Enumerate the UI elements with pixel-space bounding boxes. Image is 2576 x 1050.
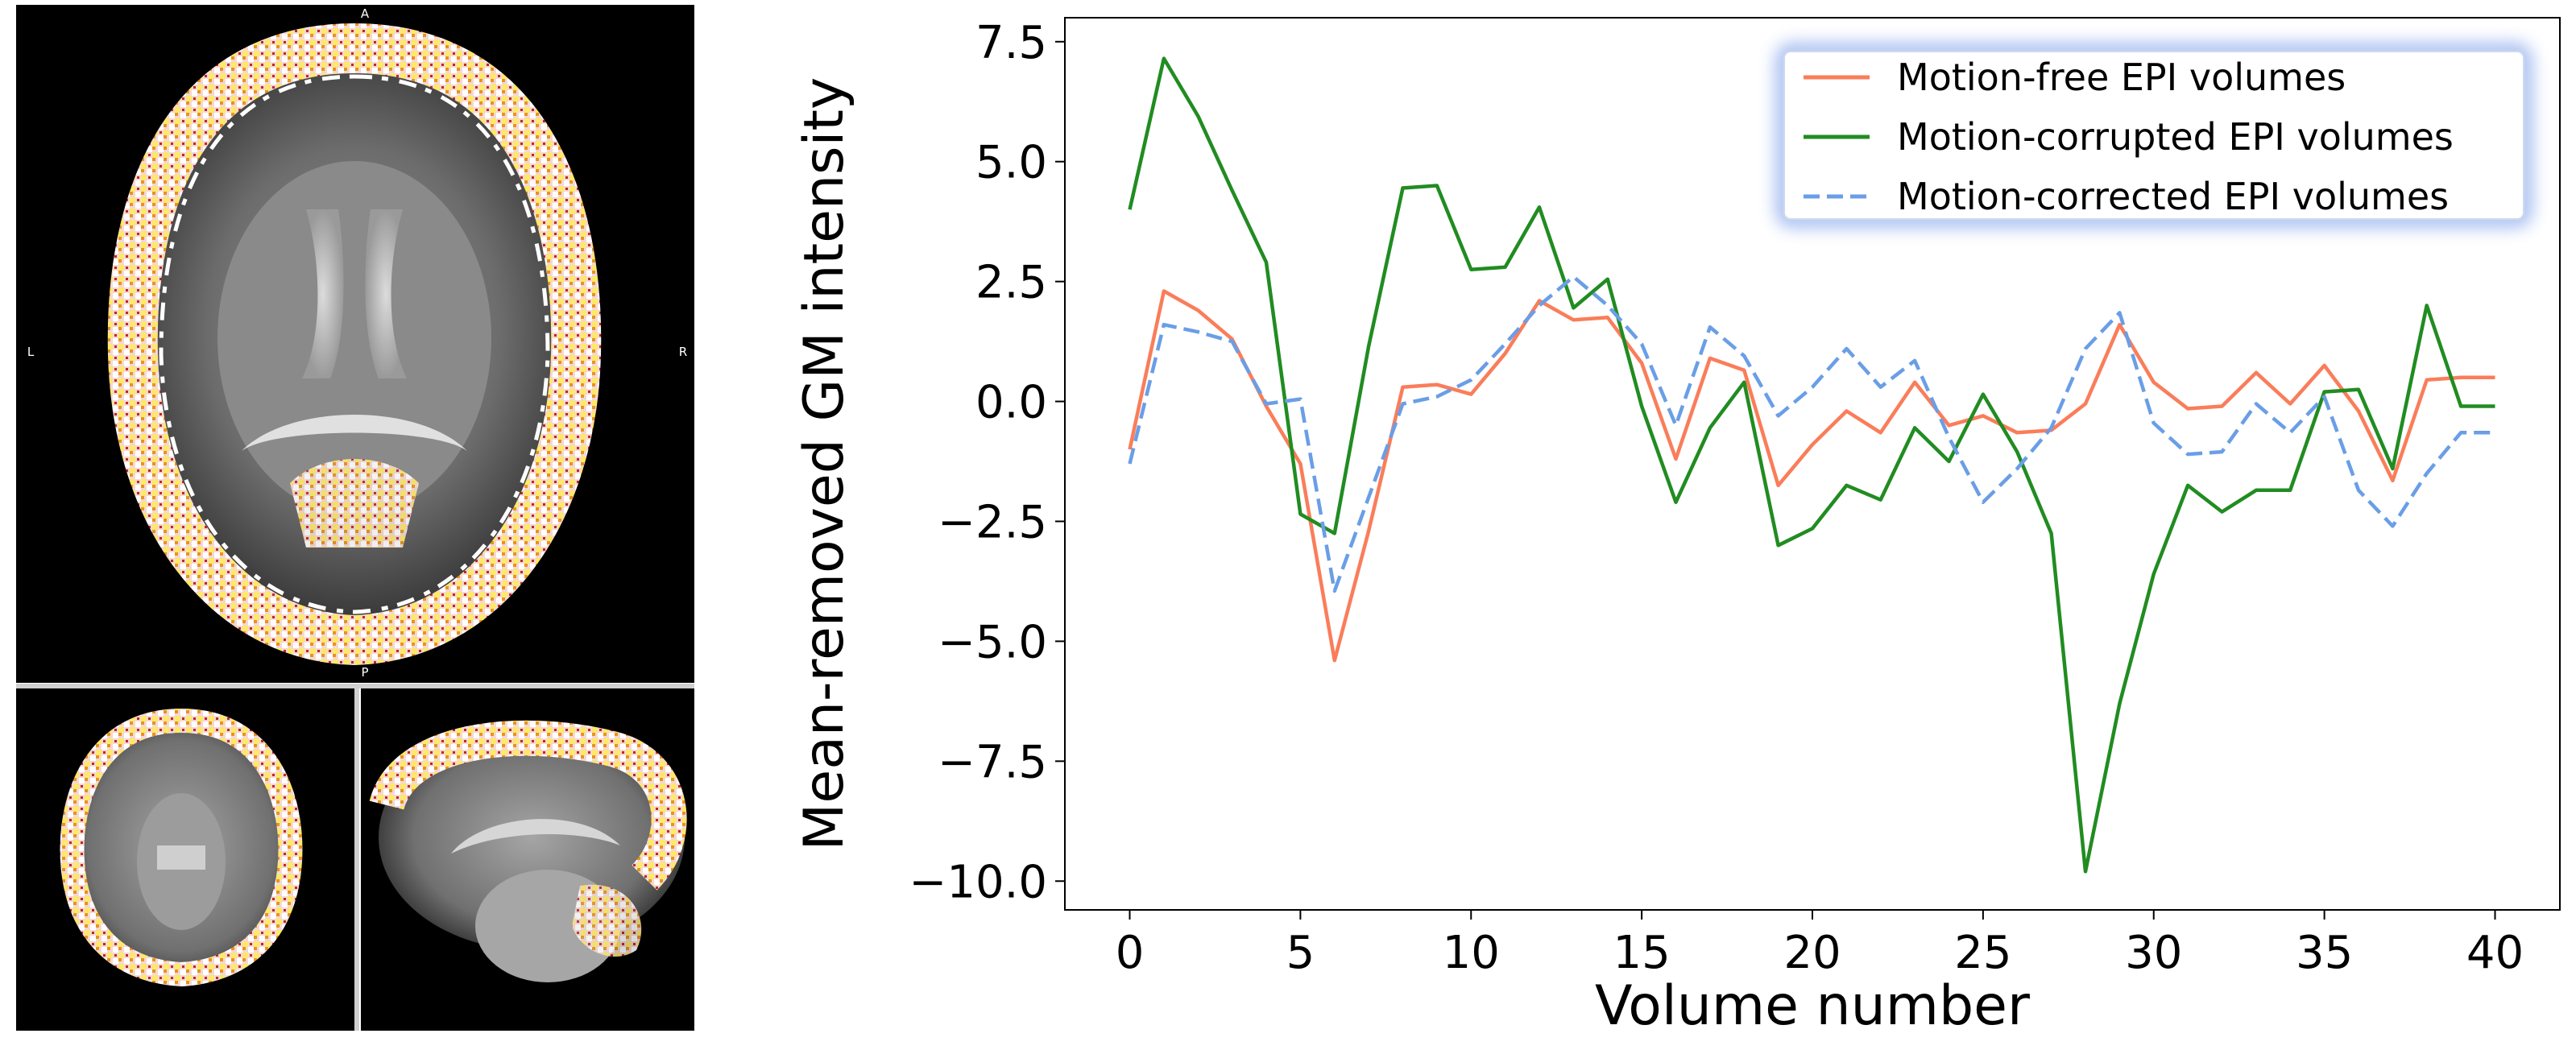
- x-tick-label-0: 0: [1116, 927, 1145, 979]
- y-tick-label-4: 0.0: [975, 377, 1047, 429]
- y-tick-label-7: 7.5: [975, 17, 1047, 69]
- x-tick-label-25: 25: [1954, 927, 2011, 979]
- x-tick-label-5: 5: [1286, 927, 1315, 979]
- series-line-0: [1128, 289, 2495, 663]
- x-tick-label-30: 30: [2125, 927, 2182, 979]
- axial-brain-view: A P L R: [16, 5, 694, 683]
- x-tick-label-15: 15: [1613, 927, 1670, 979]
- view-separator-horizontal: [16, 684, 694, 688]
- series-line-2: [1128, 275, 2495, 593]
- axial-label-right: R: [679, 345, 687, 359]
- legend-label-2: Motion-corrected EPI volumes: [1897, 175, 2449, 218]
- y-tick-label-6: 5.0: [975, 137, 1047, 189]
- legend-label-0: Motion-free EPI volumes: [1897, 56, 2346, 99]
- x-tick-label-20: 20: [1783, 927, 1841, 979]
- y-tick-label-2: −5.0: [938, 616, 1047, 668]
- axial-label-anterior: A: [361, 6, 370, 21]
- x-axis-title: Volume number: [1595, 974, 2030, 1038]
- x-tick-label-10: 10: [1443, 927, 1500, 979]
- legend-label-1: Motion-corrupted EPI volumes: [1897, 115, 2454, 159]
- view-separator-vertical: [354, 688, 359, 1031]
- axial-label-posterior: P: [361, 665, 368, 680]
- x-tick-label-40: 40: [2466, 927, 2524, 979]
- y-tick-label-0: −10.0: [909, 856, 1047, 908]
- x-tick-label-35: 35: [2296, 927, 2353, 979]
- brain-views-panel: A P L R: [16, 5, 694, 1031]
- y-tick-label-5: 2.5: [975, 257, 1047, 309]
- y-tick-label-3: −2.5: [938, 496, 1047, 548]
- y-axis-title: Mean-removed GM intensity: [793, 77, 856, 851]
- axial-label-left: L: [27, 345, 35, 359]
- coronal-brain-view: [16, 688, 354, 1031]
- legend-box: [1783, 51, 2524, 220]
- y-tick-label-1: −7.5: [938, 736, 1047, 788]
- sagittal-brain-view: [361, 688, 694, 1031]
- series-line-1: [1128, 56, 2495, 874]
